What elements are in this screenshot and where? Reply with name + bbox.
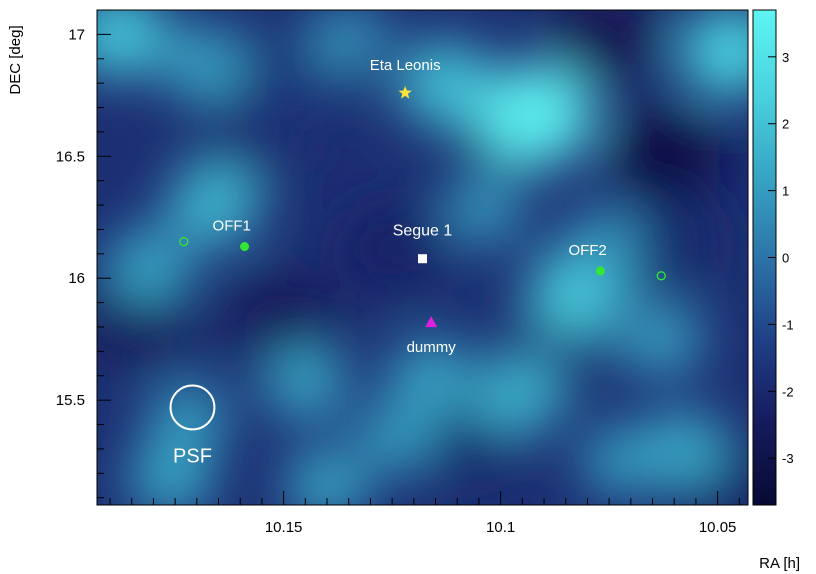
heatmap-hotspot [389, 339, 474, 413]
triangle-marker [425, 316, 438, 328]
x-tick-label: 10.1 [486, 519, 515, 536]
heatmap-hotspot [167, 164, 261, 246]
heatmap-coldspot [193, 90, 305, 184]
marker-label: Eta Leonis [370, 57, 441, 74]
heatmap-hotspot [284, 448, 370, 505]
off-ring-marker [656, 271, 666, 281]
heatmap-hotspot [106, 228, 192, 304]
y-axis-label: DEC [deg] [7, 25, 24, 94]
square-marker [418, 254, 427, 264]
psf-circle [169, 384, 216, 431]
heatmap-coldspot [228, 275, 340, 369]
y-tick-label: 16.5 [56, 148, 85, 165]
heatmap-hotspot [581, 425, 663, 497]
heatmap-hotspot [396, 41, 492, 125]
y-tick-label: 16 [68, 270, 85, 287]
heatmap-coldspot [609, 109, 722, 203]
heatmap-hotspot [163, 27, 248, 101]
heatmap-hotspot [263, 346, 348, 420]
y-tick-label: 15.5 [56, 392, 85, 409]
heatmap-hotspot [355, 401, 438, 473]
marker-label: dummy [407, 339, 457, 356]
colorbar-ticks: 3 2 1 0 -1 -2 -3 [768, 50, 794, 466]
y-axis: 15.5 16 16.5 17 [56, 9, 111, 499]
heatmap-hotspot [147, 381, 229, 453]
heatmap-hotspot [128, 441, 214, 505]
psf-label: PSF [173, 445, 212, 467]
heatmap-hotspot [309, 10, 388, 74]
colorbar-tick-label: 2 [782, 117, 789, 132]
marker-label: OFF1 [213, 218, 251, 235]
x-tick-label: 10.05 [699, 519, 737, 536]
star-marker [398, 85, 412, 99]
off-ring-marker [179, 237, 189, 247]
chart-marks: Eta Leonis Segue 1 dummy OFF1 OFF2 PSF [169, 57, 666, 467]
heatmap-blobs [97, 10, 748, 505]
heatmap-coldspot [609, 195, 722, 288]
x-axis: 10.15 10.1 10.05 [109, 491, 740, 536]
y-tick-label: 17 [68, 26, 85, 43]
colorbar-tick-label: -2 [782, 384, 794, 399]
x-tick-label: 10.15 [265, 519, 303, 536]
x-axis-label: RA [h] [759, 555, 800, 572]
off-dot-marker [595, 266, 605, 276]
heatmap-coldspot [549, 10, 661, 81]
plot-frame [96, 9, 749, 506]
heatmap-hotspot [565, 207, 645, 276]
off-dot-marker [240, 242, 250, 252]
marker-label: Segue 1 [393, 223, 453, 240]
heatmap-hotspot [443, 175, 524, 245]
colorbar: 3 2 1 0 -1 -2 -3 [752, 9, 794, 506]
colorbar-tick-label: 1 [782, 184, 789, 199]
heatmap-hotspot [473, 356, 563, 435]
heatmap-hotspot [679, 10, 748, 96]
colorbar-tick-label: 3 [782, 50, 789, 65]
colorbar-tick-label: -1 [782, 317, 794, 332]
heatmap-hotspot [97, 10, 168, 78]
colorbar-tick-label: -3 [782, 451, 794, 466]
heatmap-hotspot [619, 303, 703, 376]
colorbar-tick-label: 0 [782, 251, 789, 266]
marker-label: OFF2 [568, 242, 606, 259]
heatmap-hotspot [477, 64, 594, 166]
heatmap-area [97, 10, 748, 505]
heatmap-coldspot [336, 202, 448, 296]
